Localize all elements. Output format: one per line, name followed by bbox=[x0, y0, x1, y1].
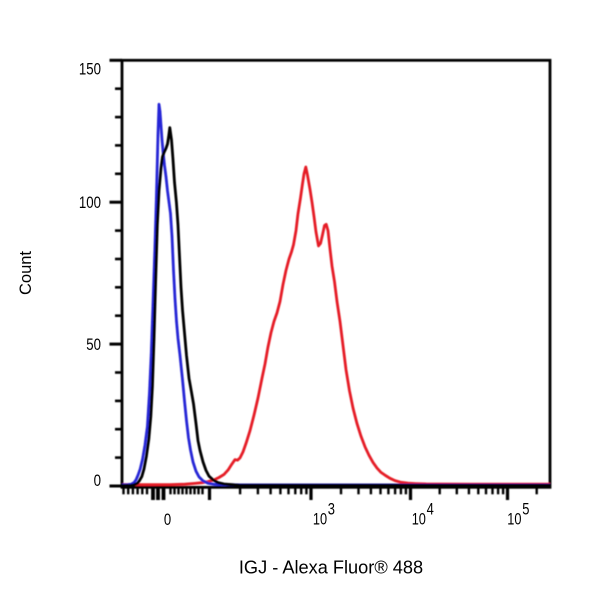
svg-text:100: 100 bbox=[79, 194, 101, 212]
svg-text:Count: Count bbox=[17, 251, 35, 295]
svg-text:3: 3 bbox=[328, 500, 335, 518]
svg-text:0: 0 bbox=[164, 511, 171, 529]
svg-text:10: 10 bbox=[412, 511, 426, 529]
svg-text:10: 10 bbox=[313, 511, 327, 529]
svg-text:50: 50 bbox=[86, 336, 101, 354]
svg-text:10: 10 bbox=[507, 511, 521, 529]
svg-text:4: 4 bbox=[427, 500, 434, 518]
svg-text:5: 5 bbox=[522, 500, 529, 518]
svg-text:0: 0 bbox=[94, 472, 101, 490]
svg-text:150: 150 bbox=[79, 60, 101, 78]
svg-text:IGJ - Alexa Fluor® 488: IGJ - Alexa Fluor® 488 bbox=[239, 557, 423, 577]
